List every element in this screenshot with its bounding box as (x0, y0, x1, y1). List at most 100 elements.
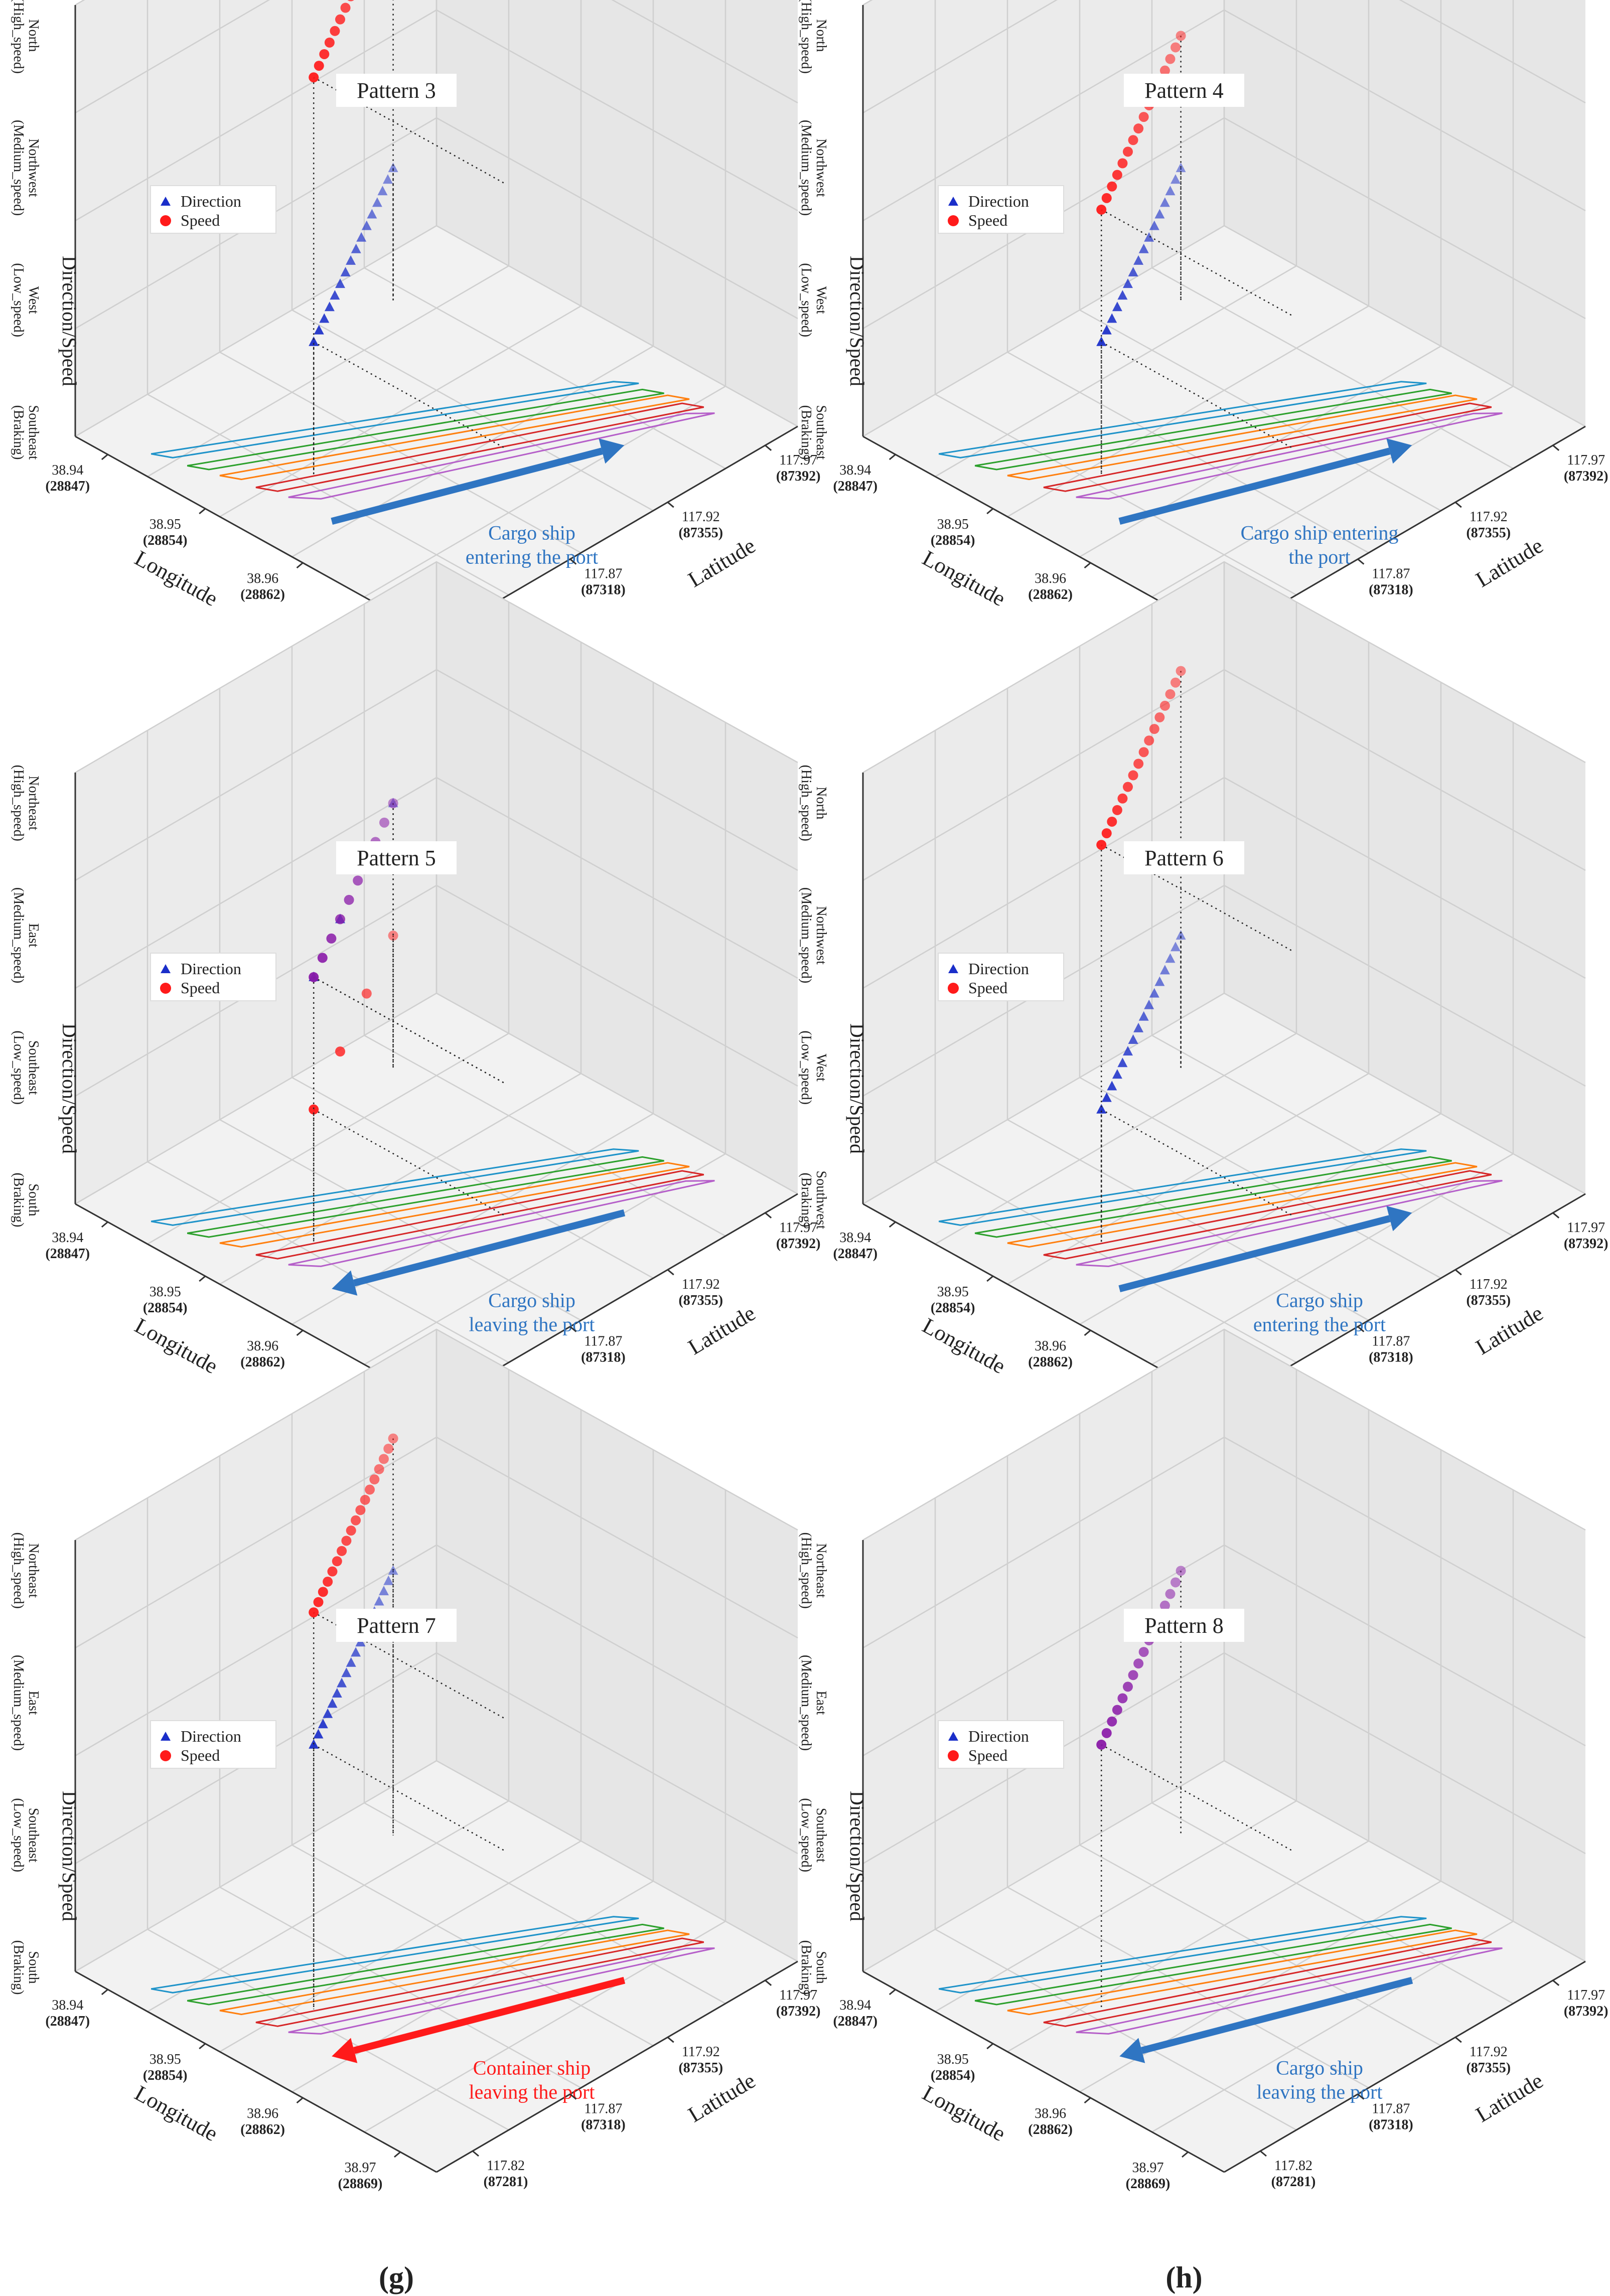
longitude-tick-label: 38.96 (1035, 571, 1066, 586)
latitude-tick (765, 444, 772, 451)
grid-line-floor-u (364, 1153, 726, 1365)
grid-line-floor-v (935, 1928, 1297, 2131)
z-level-sublabel: (Low_speed) (11, 1798, 26, 1872)
latitude-tick-label: 117.87 (584, 1334, 622, 1349)
longitude-tick-code: (28847) (45, 2014, 90, 2029)
z-level-sublabel: (Medium_speed) (11, 887, 26, 983)
ship-direction-arrow (353, 1209, 626, 1287)
track-outline (938, 381, 1427, 458)
longitude-tick (199, 508, 206, 515)
z-level-label: South (26, 1183, 41, 1216)
latitude-tick-code: (87355) (678, 2060, 723, 2076)
latitude-tick-code: (87355) (1466, 525, 1511, 541)
latitude-tick (765, 1212, 772, 1218)
z-level-label: North (813, 19, 829, 52)
overlap-marker (326, 933, 337, 944)
grid-line-floor-u (147, 265, 509, 478)
direction-marker (367, 209, 377, 219)
grid-line-floor-u (75, 992, 437, 1205)
overlap-marker (1170, 1577, 1181, 1588)
latitude-tick (569, 1326, 577, 1332)
longitude-tick (986, 2043, 994, 2050)
chart-title: Pattern 5 (357, 846, 436, 870)
grid-line-floor-v (364, 267, 726, 470)
grid-line-horizontal-level (75, 0, 798, 114)
grid-line-floor-u (862, 992, 1225, 1205)
latitude-tick-code: (87318) (1369, 2117, 1413, 2133)
speed-marker (309, 1607, 319, 1618)
longitude-tick-label: 38.94 (52, 1230, 83, 1246)
longitude-tick-label: 38.96 (247, 1338, 278, 1354)
longitude-tick (101, 453, 108, 461)
direction-marker (346, 1657, 356, 1667)
grid-line-floor-u (935, 1032, 1297, 1245)
latitude-axis-label: Latitude (1472, 533, 1547, 592)
track-outline (1043, 402, 1492, 492)
longitude-tick-label: 38.94 (839, 463, 871, 478)
latitude-tick-label: 117.92 (1470, 509, 1508, 525)
grid-line-floor-u (219, 1840, 581, 2053)
speed-marker (319, 49, 330, 59)
latitude-tick-code: (87392) (776, 2004, 821, 2019)
latitude-tick-label: 117.97 (1567, 452, 1605, 468)
overlap-marker (1123, 1681, 1133, 1692)
speed-marker (1117, 158, 1128, 169)
track-outline (1076, 412, 1503, 500)
speed-marker (1149, 724, 1159, 734)
longitude-tick (986, 508, 994, 515)
z-level-sublabel: (Braking) (11, 405, 26, 460)
legend-box (938, 953, 1064, 1001)
grid-line-floor-u (1151, 1920, 1514, 2133)
speed-marker (1123, 782, 1133, 792)
back-wall-right (1224, 0, 1585, 426)
ship-caption-line-2: entering the port (1253, 1313, 1386, 1335)
grid-line-horizontal-level (862, 777, 1586, 989)
grid-line-floor-v (219, 1886, 581, 2089)
longitude-tick-label: 38.95 (150, 1284, 181, 1300)
speed-marker (313, 1597, 324, 1607)
legend-speed-label: Speed (181, 211, 220, 229)
longitude-axis-label: Longitude (918, 1313, 1009, 1379)
overlap-marker (388, 798, 398, 809)
speed-marker (1170, 42, 1181, 53)
ship-caption-line-1: Cargo ship (1276, 1289, 1363, 1311)
longitude-tick-code: (28854) (143, 2068, 188, 2083)
grid-line-floor-v (1007, 351, 1369, 554)
direction-marker (372, 197, 382, 207)
panel-caption: (h) (1165, 2261, 1202, 2294)
grid-line-floor-v (436, 1760, 798, 1962)
grid-line-floor-v (147, 1928, 509, 2131)
z-level-sublabel: (Medium_speed) (798, 120, 814, 216)
track-outline (255, 402, 704, 492)
latitude-tick-label: 117.97 (779, 452, 817, 468)
direction-marker (1165, 186, 1176, 196)
z-level-label: Southwest (813, 1171, 829, 1230)
legend-direction-label: Direction (968, 1727, 1029, 1745)
overlap-marker (1096, 1739, 1107, 1750)
speed-marker (1138, 112, 1149, 122)
z-axis-label: Direction/Speed (58, 1023, 81, 1154)
z-level-sublabel: (Low_speed) (798, 1798, 814, 1872)
ship-direction-arrow (331, 447, 603, 525)
grid-line-floor-v (1224, 225, 1586, 427)
overlap-marker (1112, 1705, 1122, 1715)
z-level-sublabel: (High_speed) (11, 765, 26, 841)
chart-title: Pattern 8 (1144, 1613, 1224, 1638)
ship-direction-arrow (1140, 1976, 1413, 2054)
grid-line-floor-u (935, 265, 1297, 478)
title-box (336, 841, 457, 874)
speed-marker (369, 1474, 380, 1485)
z-level-label: Northwest (813, 138, 829, 197)
grid-line-horizontal-level (75, 117, 798, 330)
z-level-label: Southeast (813, 1808, 829, 1863)
ship-direction-arrowhead (1119, 2038, 1145, 2063)
legend-speed-label: Speed (181, 1746, 220, 1764)
latitude-tick (1260, 2150, 1267, 2157)
legend-speed-marker (160, 215, 171, 226)
longitude-tick-code: (28847) (45, 1246, 90, 1262)
overlap-marker (335, 914, 345, 925)
legend-direction-label: Direction (968, 960, 1029, 978)
